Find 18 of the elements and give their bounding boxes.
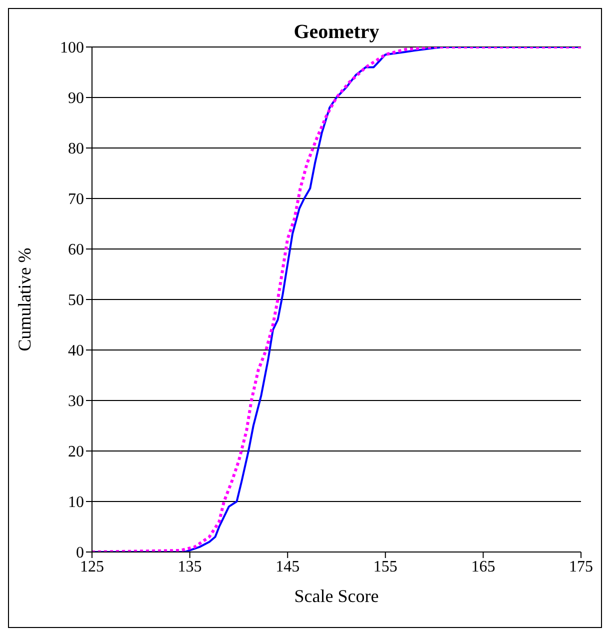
- x-tick-label: 165: [471, 558, 496, 576]
- x-tick-label: 145: [276, 558, 300, 576]
- y-tick-label: 30: [68, 393, 84, 410]
- chart-title: Geometry: [292, 21, 380, 44]
- y-tick-label: 50: [68, 292, 84, 310]
- y-tick-label: 90: [68, 90, 84, 108]
- y-tick-label: 100: [60, 40, 84, 57]
- y-tick-label: 60: [68, 242, 84, 259]
- y-tick-label: 10: [68, 494, 84, 512]
- x-tick-label: 175: [569, 558, 593, 576]
- y-axis-title: Cumulative %: [14, 248, 34, 352]
- x-tick-label: 155: [373, 558, 398, 576]
- x-tick-label: 135: [178, 558, 202, 576]
- y-tick-label: 70: [68, 191, 84, 208]
- y-tick-label: 20: [68, 444, 84, 461]
- y-tick-label: 80: [68, 140, 84, 158]
- y-tick-label: 40: [68, 342, 84, 360]
- x-axis-title: Scale Score: [294, 586, 379, 606]
